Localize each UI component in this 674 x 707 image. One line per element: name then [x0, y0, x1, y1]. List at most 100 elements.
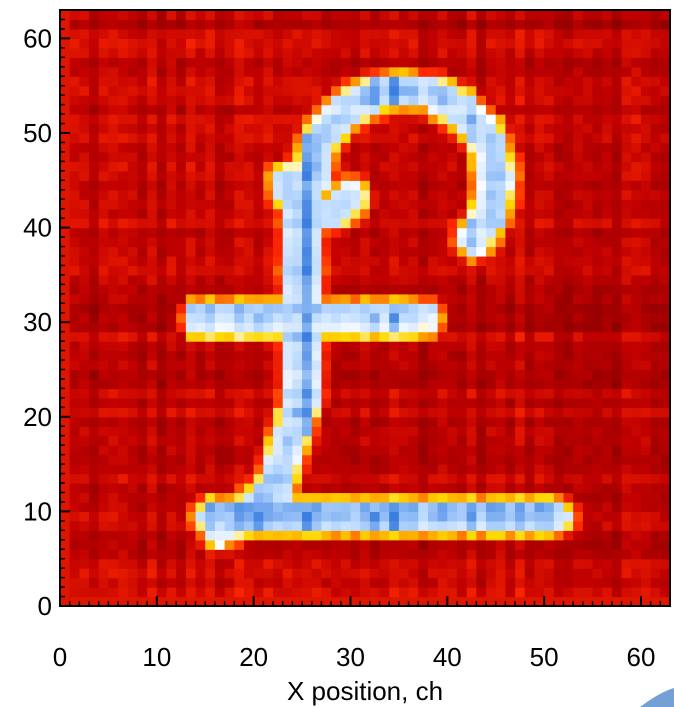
heatmap-cell	[408, 303, 419, 314]
heatmap-cell	[118, 511, 129, 522]
heatmap-cell	[495, 350, 506, 361]
heatmap-cell	[273, 123, 284, 134]
heatmap-cell	[408, 114, 419, 125]
heatmap-cell	[350, 350, 361, 361]
heatmap-cell	[292, 511, 303, 522]
heatmap-cell	[234, 568, 245, 579]
heatmap-cell	[418, 161, 429, 172]
heatmap-cell	[98, 123, 110, 134]
heatmap-cell	[147, 407, 158, 418]
heatmap-cell	[127, 577, 139, 588]
heatmap-cell	[273, 95, 284, 106]
heatmap-cell	[118, 483, 129, 494]
heatmap-cell	[592, 19, 603, 30]
heatmap-cell	[243, 199, 255, 210]
heatmap-cell	[205, 199, 216, 210]
heatmap-cell	[389, 57, 400, 68]
heatmap-cell	[515, 483, 526, 494]
heatmap-cell	[185, 114, 197, 125]
heatmap-cell	[495, 199, 506, 210]
heatmap-cell	[127, 237, 139, 248]
heatmap-cell	[137, 28, 148, 39]
heatmap-cell	[137, 587, 148, 598]
heatmap-cell	[89, 530, 100, 541]
heatmap-cell	[292, 483, 303, 494]
heatmap-cell	[398, 445, 410, 456]
heatmap-cell	[573, 501, 584, 512]
heatmap-cell	[573, 530, 584, 541]
heatmap-cell	[360, 596, 371, 607]
heatmap-cell	[176, 151, 187, 162]
heatmap-cell	[205, 132, 216, 144]
heatmap-cell	[631, 407, 642, 418]
heatmap-cell	[631, 454, 642, 465]
heatmap-cell	[592, 274, 603, 285]
heatmap-cell	[640, 577, 652, 588]
heatmap-cell	[127, 360, 139, 371]
heatmap-cell	[292, 369, 303, 380]
heatmap-cell	[195, 596, 206, 607]
heatmap-cell	[137, 246, 148, 257]
heatmap-cell	[515, 568, 526, 579]
heatmap-cell	[505, 284, 516, 295]
heatmap-cell	[456, 208, 468, 219]
heatmap-cell	[98, 19, 110, 30]
heatmap-cell	[89, 539, 100, 550]
heatmap-cell	[369, 378, 381, 390]
heatmap-cell	[640, 293, 652, 304]
heatmap-cell	[360, 142, 371, 153]
heatmap-cell	[631, 558, 642, 569]
heatmap-cell	[379, 435, 390, 446]
heatmap-cell	[156, 568, 168, 579]
heatmap-cell	[108, 170, 119, 181]
heatmap-cell	[234, 464, 245, 475]
heatmap-cell	[224, 85, 235, 96]
heatmap-cell	[127, 303, 139, 314]
heatmap-cell	[466, 397, 477, 408]
heatmap-cell	[544, 95, 555, 106]
heatmap-cell	[621, 123, 632, 134]
heatmap-cell	[621, 350, 632, 361]
heatmap-cell	[292, 132, 303, 144]
heatmap-cell	[398, 568, 410, 579]
heatmap-cell	[292, 549, 303, 560]
heatmap-cell	[243, 350, 255, 361]
heatmap-cell	[321, 57, 332, 68]
heatmap-cell	[311, 577, 323, 588]
heatmap-cell	[611, 341, 623, 352]
heatmap-cell	[640, 47, 652, 58]
heatmap-cell	[350, 208, 361, 219]
heatmap-cell	[321, 520, 332, 531]
heatmap-cell	[447, 274, 458, 285]
heatmap-cell	[476, 568, 487, 579]
heatmap-cell	[660, 132, 671, 144]
heatmap-cell	[456, 284, 468, 295]
heatmap-cell	[476, 104, 487, 115]
heatmap-cell	[137, 218, 148, 229]
heatmap-cell	[263, 19, 274, 30]
heatmap-cell	[369, 180, 381, 191]
heatmap-cell	[476, 180, 487, 191]
heatmap-cell	[340, 445, 352, 456]
heatmap-cell	[534, 132, 545, 144]
heatmap-cell	[602, 397, 613, 408]
heatmap-cell	[331, 255, 342, 267]
heatmap-cell	[544, 123, 555, 134]
heatmap-cell	[524, 76, 536, 87]
heatmap-cell	[234, 331, 245, 342]
heatmap-cell	[176, 38, 187, 49]
heatmap-cell	[156, 511, 168, 522]
heatmap-cell	[137, 208, 148, 219]
heatmap-cell	[195, 350, 206, 361]
heatmap-cell	[427, 218, 439, 229]
heatmap-cell	[263, 274, 274, 285]
heatmap-cell	[456, 577, 468, 588]
heatmap-cell	[98, 577, 110, 588]
heatmap-cell	[98, 350, 110, 361]
heatmap-cell	[427, 114, 439, 125]
heatmap-cell	[185, 151, 197, 162]
heatmap-cell	[282, 199, 293, 210]
heatmap-cell	[195, 132, 206, 144]
heatmap-cell	[582, 473, 594, 484]
heatmap-cell	[224, 397, 235, 408]
